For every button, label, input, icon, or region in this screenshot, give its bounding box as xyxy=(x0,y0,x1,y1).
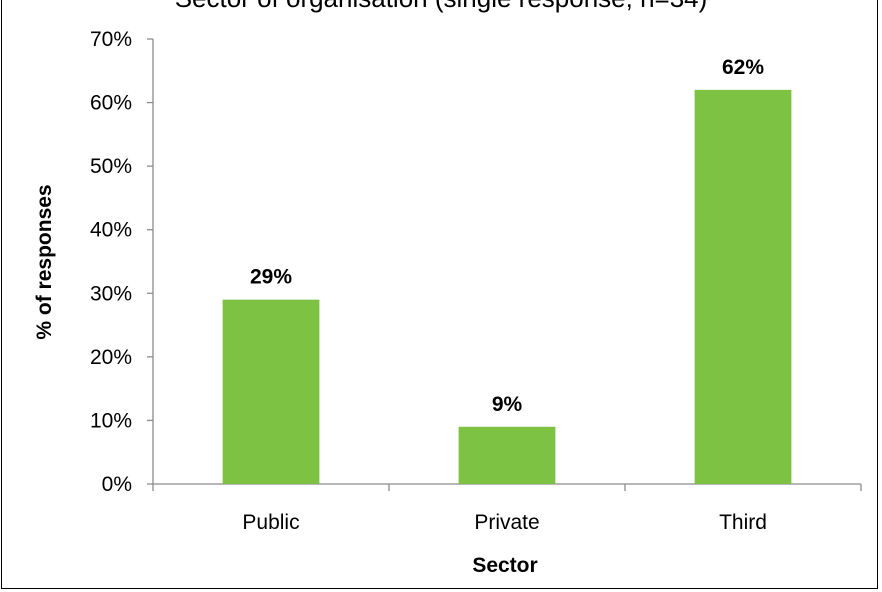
y-tick-label: 50% xyxy=(90,155,132,178)
y-tick-label: 20% xyxy=(90,346,132,369)
bar-public xyxy=(222,299,320,484)
y-axis-title: % of responses xyxy=(33,184,56,339)
y-tick-label: 60% xyxy=(90,92,132,115)
y-axis: 0% 10% 20% 30% 40% 50% 60% 70% xyxy=(90,28,154,496)
bar-private xyxy=(458,426,556,484)
x-tick-label: Public xyxy=(242,511,299,534)
data-label: 29% xyxy=(250,266,292,289)
data-labels: 29% 9% 62% xyxy=(250,56,764,416)
x-axis: Public Private Third xyxy=(152,483,862,534)
data-label: 62% xyxy=(722,56,764,79)
x-tick-label: Private xyxy=(474,511,539,534)
bars xyxy=(222,89,792,484)
y-tick-label: 70% xyxy=(90,28,132,51)
x-axis-title: Sector xyxy=(472,554,537,577)
y-tick-label: 40% xyxy=(90,219,132,242)
y-tick-label: 30% xyxy=(90,282,132,305)
data-label: 9% xyxy=(492,393,523,416)
chart-title: Sector of organisation (single response,… xyxy=(0,0,882,14)
x-tick-label: Third xyxy=(719,511,767,534)
y-tick-label: 10% xyxy=(90,409,132,432)
bar-third xyxy=(694,89,792,484)
y-tick-label: 0% xyxy=(102,473,132,496)
